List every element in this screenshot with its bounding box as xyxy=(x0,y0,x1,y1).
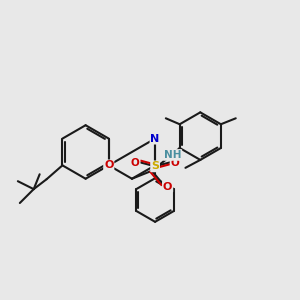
Text: NH: NH xyxy=(164,150,181,160)
Text: N: N xyxy=(151,134,160,144)
Text: O: O xyxy=(104,160,113,170)
Text: S: S xyxy=(151,161,159,171)
Text: O: O xyxy=(170,158,179,168)
Text: O: O xyxy=(163,182,172,192)
Text: O: O xyxy=(131,158,140,168)
